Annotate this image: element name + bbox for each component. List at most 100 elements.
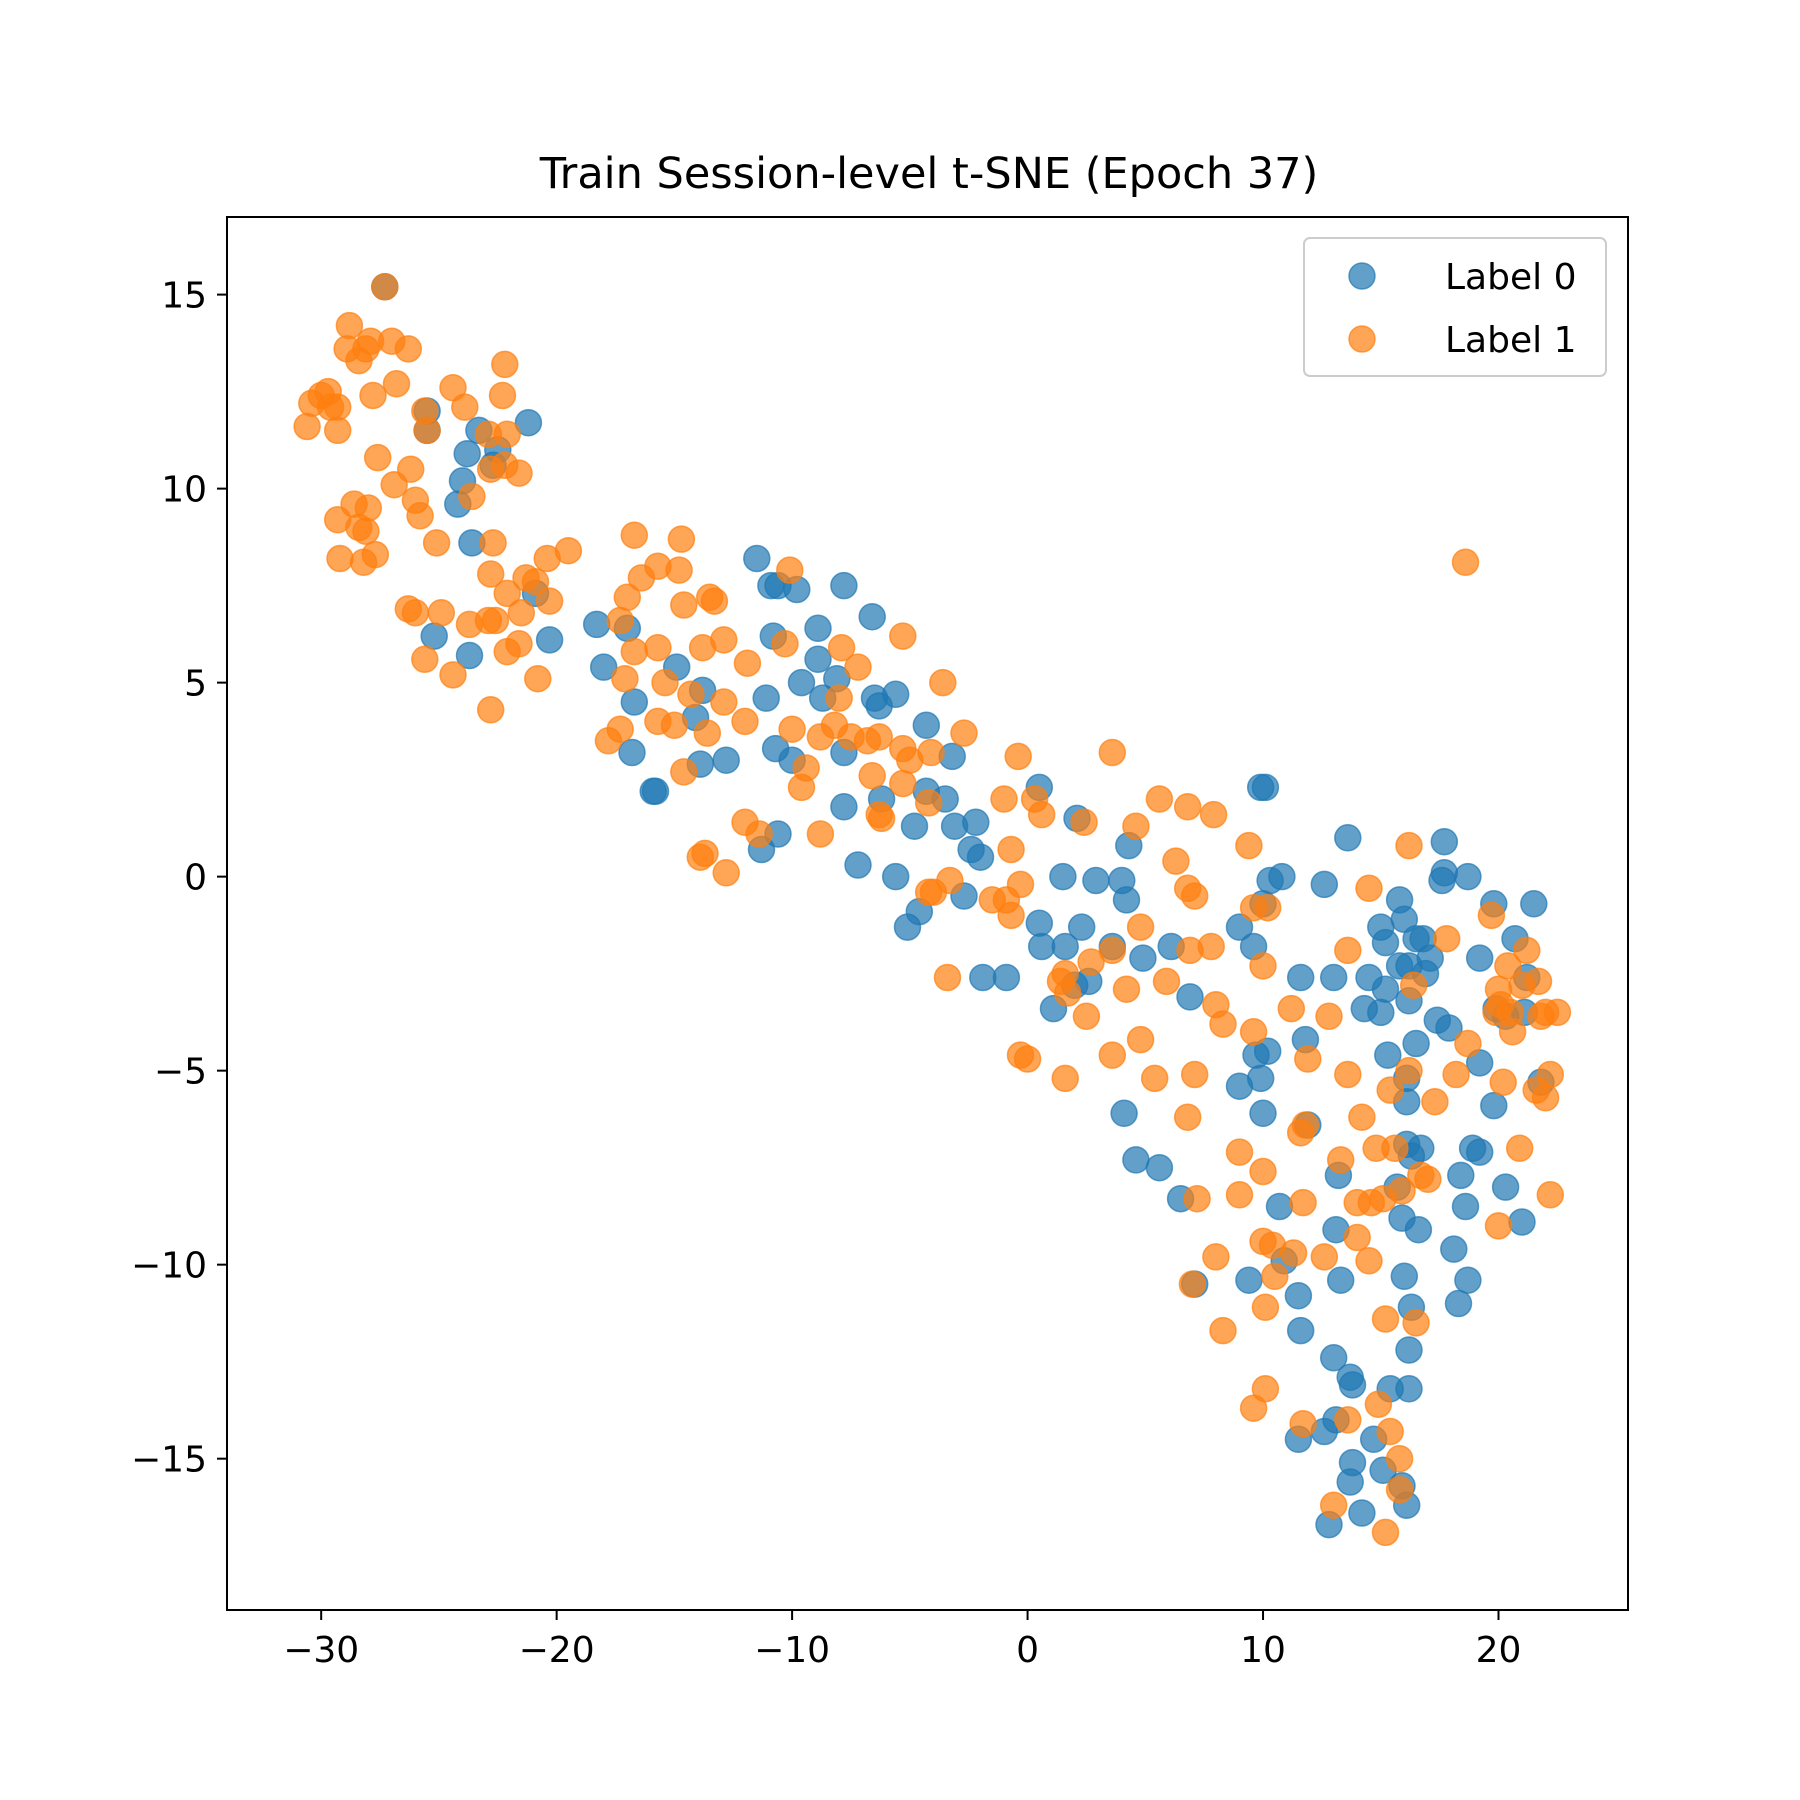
scatter-point-label-0 <box>1348 1499 1376 1527</box>
scatter-point-label-1 <box>488 381 517 410</box>
scatter-point-label-1 <box>1173 793 1202 821</box>
scatter-point-label-0 <box>752 684 780 712</box>
legend-marker-label-0 <box>1348 262 1376 290</box>
legend-marker-label-1 <box>1348 325 1376 353</box>
scatter-point-label-0 <box>535 626 564 654</box>
scatter-point-label-1 <box>825 684 853 712</box>
scatter-point-label-1 <box>1371 1518 1400 1547</box>
scatter-point-label-0 <box>962 808 990 837</box>
scatter-point-label-0 <box>1326 1266 1355 1294</box>
scatter-point-label-1 <box>1395 831 1423 860</box>
scatter-point-label-1 <box>1225 1181 1254 1209</box>
scatter-point-label-1 <box>933 963 962 992</box>
scatter-point-label-0 <box>900 812 929 840</box>
scatter-point-label-1 <box>1355 874 1383 903</box>
scatter-point-label-1 <box>771 630 799 658</box>
scatter-point-label-1 <box>1531 1084 1560 1112</box>
scatter-point-label-0 <box>992 963 1021 992</box>
scatter-point-label-1 <box>693 719 722 747</box>
legend-label-0: Label 0 <box>1445 257 1576 298</box>
scatter-point-label-1 <box>1527 1002 1555 1031</box>
scatter-point-label-0 <box>1407 1134 1435 1163</box>
scatter-point-label-1 <box>451 393 479 421</box>
scatter-point-label-1 <box>1388 1177 1416 1205</box>
y-tick-label: −5 <box>154 1052 207 1093</box>
scatter-point-label-1 <box>401 599 430 627</box>
scatter-point-label-1 <box>1289 1188 1317 1217</box>
scatter-point-label-1 <box>745 820 773 848</box>
scatter-point-label-1 <box>660 711 689 740</box>
scatter-point-label-0 <box>881 862 910 891</box>
x-tick-label: 0 <box>1016 1630 1039 1671</box>
scatter-point-label-0 <box>641 777 670 806</box>
scatter-point-label-0 <box>420 622 448 650</box>
scatter-point-label-0 <box>1435 1014 1463 1042</box>
scatter-point-label-1 <box>323 416 352 445</box>
scatter-point-label-0 <box>966 843 995 871</box>
scatter-point-label-1 <box>1399 971 1428 1000</box>
scatter-point-label-1 <box>1072 1002 1101 1031</box>
scatter-point-label-1 <box>535 587 564 615</box>
scatter-point-label-1 <box>1239 1018 1268 1046</box>
scatter-point-label-1 <box>1126 913 1155 941</box>
scatter-point-label-1 <box>691 839 719 868</box>
scatter-point-label-0 <box>1465 1138 1494 1166</box>
scatter-point-label-1 <box>644 633 672 662</box>
scatter-point-label-0 <box>804 614 832 643</box>
scatter-point-label-0 <box>514 408 543 437</box>
scatter-point-label-0 <box>1444 1289 1473 1318</box>
scatter-point-label-1 <box>1355 1247 1383 1275</box>
scatter-point-label-1 <box>1442 1060 1470 1089</box>
scatter-point-label-1 <box>606 606 634 635</box>
scatter-point-label-1 <box>505 630 533 658</box>
scatter-point-label-0 <box>1251 773 1280 802</box>
scatter-point-label-1 <box>1145 785 1174 813</box>
scatter-point-label-0 <box>830 571 858 600</box>
scatter-point-label-1 <box>1098 1041 1127 1069</box>
scatter-point-label-1 <box>406 502 434 530</box>
chart-title: Train Session-level t-SNE (Epoch 37) <box>539 149 1319 199</box>
scatter-point-label-1 <box>1209 1316 1237 1345</box>
scatter-point-label-1 <box>493 420 521 449</box>
scatter-point-label-0 <box>1451 1192 1480 1221</box>
scatter-point-label-0 <box>1027 932 1056 961</box>
scatter-point-label-1 <box>1279 1239 1308 1267</box>
scatter-point-label-1 <box>776 556 804 584</box>
scatter-point-label-1 <box>1162 847 1190 875</box>
scatter-point-label-1 <box>1253 893 1282 922</box>
scatter-point-label-1 <box>1098 738 1127 767</box>
scatter-point-label-1 <box>1334 1060 1362 1089</box>
scatter-point-label-0 <box>1367 998 1395 1027</box>
scatter-point-label-1 <box>1334 936 1362 965</box>
legend-box <box>1303 237 1607 377</box>
y-tick-label: 5 <box>184 664 207 705</box>
scatter-point-label-1 <box>1498 1018 1527 1046</box>
scatter-point-label-1 <box>1451 548 1480 577</box>
scatter-point-label-1 <box>1077 948 1105 976</box>
scatter-point-label-1 <box>1053 979 1082 1007</box>
scatter-point-label-1 <box>665 556 693 584</box>
scatter-point-label-0 <box>1049 862 1077 891</box>
scatter-point-label-1 <box>1395 1056 1423 1085</box>
scatter-point-label-1 <box>554 536 583 565</box>
scatter-point-label-0 <box>1447 1161 1475 1190</box>
scatter-point-label-1 <box>1251 1375 1280 1403</box>
scatter-point-label-1 <box>867 804 896 833</box>
scatter-point-label-1 <box>670 758 698 786</box>
scatter-point-label-0 <box>969 963 997 992</box>
scatter-point-label-1 <box>1140 1064 1169 1093</box>
scatter-point-label-0 <box>1430 827 1459 856</box>
scatter-point-label-1 <box>1235 831 1263 860</box>
scatter-point-label-1 <box>1199 800 1228 829</box>
scatter-point-label-1 <box>1249 1157 1277 1186</box>
scatter-point-label-0 <box>1371 975 1400 1003</box>
scatter-point-label-1 <box>700 587 729 615</box>
scatter-point-label-1 <box>1202 1243 1230 1271</box>
scatter-point-label-0 <box>1286 1316 1315 1345</box>
scatter-point-label-1 <box>1536 1060 1565 1089</box>
scatter-point-label-1 <box>733 649 762 677</box>
scatter-point-label-0 <box>1310 870 1339 899</box>
scatter-point-label-1 <box>950 719 978 747</box>
scatter-point-label-0 <box>1225 913 1254 941</box>
scatter-point-label-1 <box>1319 1491 1348 1519</box>
